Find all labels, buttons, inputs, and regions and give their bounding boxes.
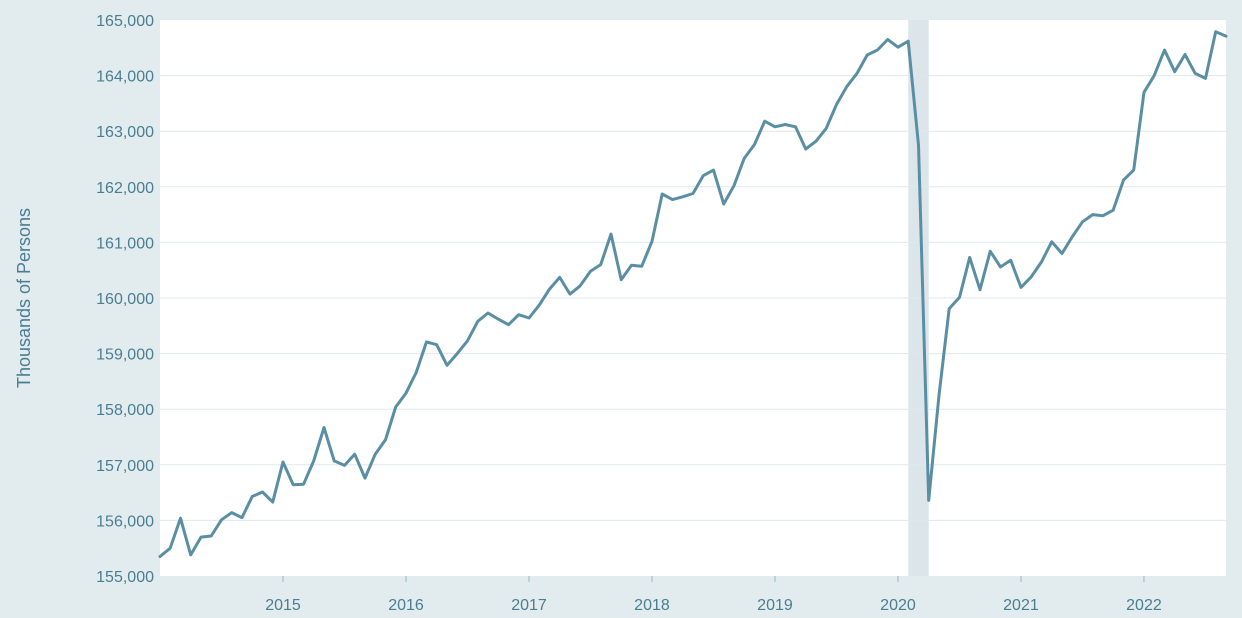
gridlines xyxy=(160,75,1226,521)
x-tick-label: 2020 xyxy=(880,597,916,614)
x-tick-label: 2017 xyxy=(511,597,547,614)
series-layer xyxy=(158,30,1228,558)
y-tick-label: 163,000 xyxy=(96,124,154,141)
y-axis-ticks: 155,000 156,000 157,000 158,000 159,000 160,0… xyxy=(96,13,154,586)
y-tick-label: 157,000 xyxy=(96,458,154,475)
y-tick-label: 158,000 xyxy=(96,402,154,419)
x-tick-label: 2022 xyxy=(1126,597,1162,614)
y-tick-label: 161,000 xyxy=(96,235,154,252)
y-tick-label: 156,000 xyxy=(96,513,154,530)
y-tick-label: 164,000 xyxy=(96,69,154,86)
x-tick-label: 2021 xyxy=(1003,597,1039,614)
y-tick-label: 160,000 xyxy=(96,291,154,308)
y-tick-label: 162,000 xyxy=(96,180,154,197)
x-tick-label: 2015 xyxy=(265,597,301,614)
series-line xyxy=(158,30,1228,558)
y-tick-label: 155,000 xyxy=(96,569,154,586)
x-tick-label: 2019 xyxy=(757,597,793,614)
y-tick-label: 159,000 xyxy=(96,347,154,364)
x-tick-label: 2016 xyxy=(388,597,424,614)
x-tick-label: 2018 xyxy=(634,597,670,614)
y-axis-title: Thousands of Persons xyxy=(14,208,34,388)
y-tick-label: 165,000 xyxy=(96,13,154,30)
x-axis-ticks: 2015 2016 2017 2018 2019 2020 2021 2022 xyxy=(265,576,1162,614)
